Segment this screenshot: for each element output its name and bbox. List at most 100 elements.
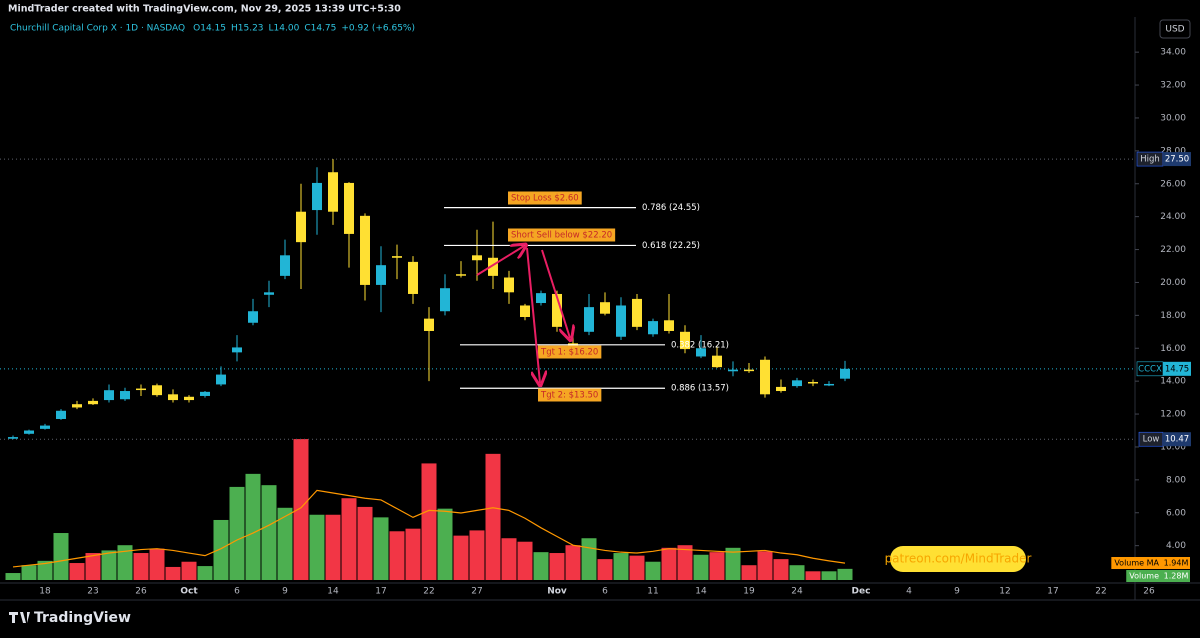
candle-body [344, 182, 354, 234]
volume-bar [709, 552, 725, 580]
volume-bar [485, 453, 501, 580]
volume-bar [101, 550, 117, 580]
tag-value-box [1163, 152, 1191, 167]
y-tick-label: 34.00 [1160, 48, 1186, 58]
volume-tag-box [1126, 570, 1162, 582]
volume-bar [565, 545, 581, 580]
x-tick-label: Nov [547, 587, 567, 597]
volume-bar [789, 565, 805, 580]
candle-body [712, 355, 722, 368]
x-tick-label: 23 [87, 587, 98, 597]
candle-body [728, 369, 738, 372]
candle-body [808, 381, 818, 384]
candle-body [456, 274, 466, 276]
logo [9, 612, 30, 623]
annotation: Stop Loss $2.60 [511, 194, 579, 204]
candle-body [264, 292, 274, 295]
volume-bar [821, 571, 837, 580]
volume-bar [117, 545, 133, 580]
candle-body [56, 410, 66, 419]
volume-bar [325, 514, 341, 580]
y-tick-label: 20.00 [1160, 278, 1186, 288]
candle-body [488, 257, 498, 276]
volume-tag-value: 1.94M [1164, 559, 1189, 568]
x-tick-label: 12 [999, 587, 1010, 597]
candle-body [792, 380, 802, 387]
x-tick-label: 9 [282, 587, 288, 597]
candle-body [424, 318, 434, 331]
candle-body [440, 288, 450, 312]
symbol: Churchill Capital Corp X · 1D · NASDAQ [10, 24, 185, 34]
annotation: Tgt 2: $13.50 [540, 391, 598, 401]
volume-bar [597, 559, 613, 580]
x-tick-label: 6 [234, 587, 240, 597]
tag-value-box [1163, 432, 1191, 447]
tag-value-box [1163, 361, 1191, 376]
volume-bar [693, 554, 709, 580]
y-tick-label: 26.00 [1160, 179, 1186, 189]
volume-tag-label: Volume [1129, 572, 1159, 581]
volume-bar [197, 566, 213, 580]
volume-tag-label: Volume MA [1114, 559, 1159, 568]
x-tick-label: 14 [695, 587, 707, 597]
ohlc-value: L14.00 [269, 24, 300, 34]
tag-value: 14.75 [1165, 364, 1189, 374]
y-tick-label: 14.00 [1160, 377, 1186, 387]
arrows [476, 246, 570, 383]
annotation-box [538, 388, 602, 402]
y-tick-label: 22.00 [1160, 245, 1186, 255]
candle-body [824, 383, 834, 386]
volume-bar [773, 559, 789, 580]
ohlc-value: C14.75 [304, 24, 336, 34]
volume-bar [293, 439, 309, 580]
volume-bar [53, 533, 69, 580]
y-tick-label: 12.00 [1160, 410, 1186, 420]
candle-body [600, 302, 610, 314]
volume-bar [309, 514, 325, 580]
candle-body [88, 400, 98, 405]
volume-bar [469, 530, 485, 580]
annotation-box [508, 228, 616, 242]
volume-bar [261, 485, 277, 580]
volume-bar [549, 553, 565, 580]
candle-body [72, 404, 82, 408]
candle-body [104, 390, 114, 401]
volume-bar [181, 561, 197, 580]
annotation: Tgt 1: $16.20 [540, 348, 598, 358]
x-tick-label: 27 [471, 587, 482, 597]
annotation-box [508, 191, 582, 205]
y-tick-label: 32.00 [1160, 81, 1186, 91]
candle-body [552, 293, 562, 327]
tag-value: 10.47 [1165, 435, 1189, 445]
currency-button[interactable] [1159, 19, 1191, 39]
candle-body [216, 374, 226, 385]
volume-bar [805, 571, 821, 580]
candle-body [280, 255, 290, 276]
y-tick-label: 24.00 [1160, 212, 1186, 222]
tag-value: 27.50 [1165, 155, 1189, 165]
candle-body [120, 391, 130, 400]
volume-bar [37, 560, 53, 580]
candle-body [248, 311, 258, 323]
x-tick-label: 18 [39, 587, 51, 597]
y-tick-label: 30.00 [1160, 113, 1186, 123]
volume-bar [837, 568, 853, 580]
volume-bar [501, 538, 517, 580]
candle-body [168, 394, 178, 401]
level-label: 0.886 (13.57) [671, 384, 729, 394]
volume-bar [613, 553, 629, 580]
x-tick-label: 22 [1095, 587, 1106, 597]
candle-body [616, 305, 626, 337]
y-tick-label: 6.00 [1166, 508, 1186, 518]
candle-body [840, 368, 850, 379]
logo-icon [9, 612, 30, 623]
volume-tag-box [1162, 570, 1190, 582]
candle-body [296, 211, 306, 243]
candle-body [232, 347, 242, 353]
annotation-box [538, 345, 602, 359]
volume-bar [437, 508, 453, 580]
annotation: Short Sell below $22.20 [511, 231, 612, 241]
y-tick-label: 8.00 [1166, 475, 1186, 485]
